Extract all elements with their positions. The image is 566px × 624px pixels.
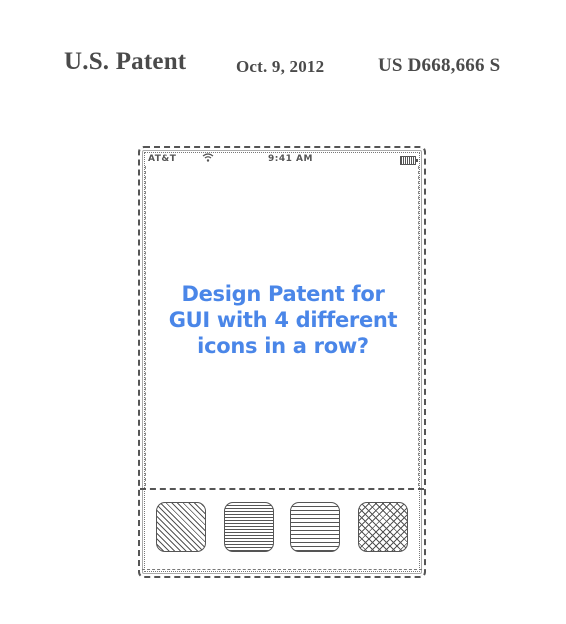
carrier-label: AT&T (148, 154, 176, 164)
battery-icon (400, 156, 416, 165)
patent-number: US D668,666 S (378, 55, 500, 77)
clock-label: 9:41 AM (268, 154, 313, 164)
caption-line-2: GUI with 4 different (0, 307, 566, 333)
crosshatch-icon[interactable] (358, 502, 408, 552)
diagonal-hatch-icon[interactable] (156, 502, 206, 552)
dock-bottom-line (142, 569, 422, 570)
phone-drawing: AT&T 9:41 AM (138, 146, 426, 578)
dock (140, 488, 424, 576)
patent-date: Oct. 9, 2012 (236, 57, 324, 77)
caption-question: Design Patent for GUI with 4 different i… (0, 281, 566, 359)
patent-title: U.S. Patent (64, 48, 186, 76)
wifi-icon (202, 153, 214, 166)
status-bar: AT&T 9:41 AM (146, 154, 418, 166)
horizontal-lines-icon[interactable] (224, 502, 274, 552)
caption-line-1: Design Patent for (0, 281, 566, 307)
caption-line-3: icons in a row? (0, 333, 566, 359)
horizontal-lines-wide-icon[interactable] (290, 502, 340, 552)
